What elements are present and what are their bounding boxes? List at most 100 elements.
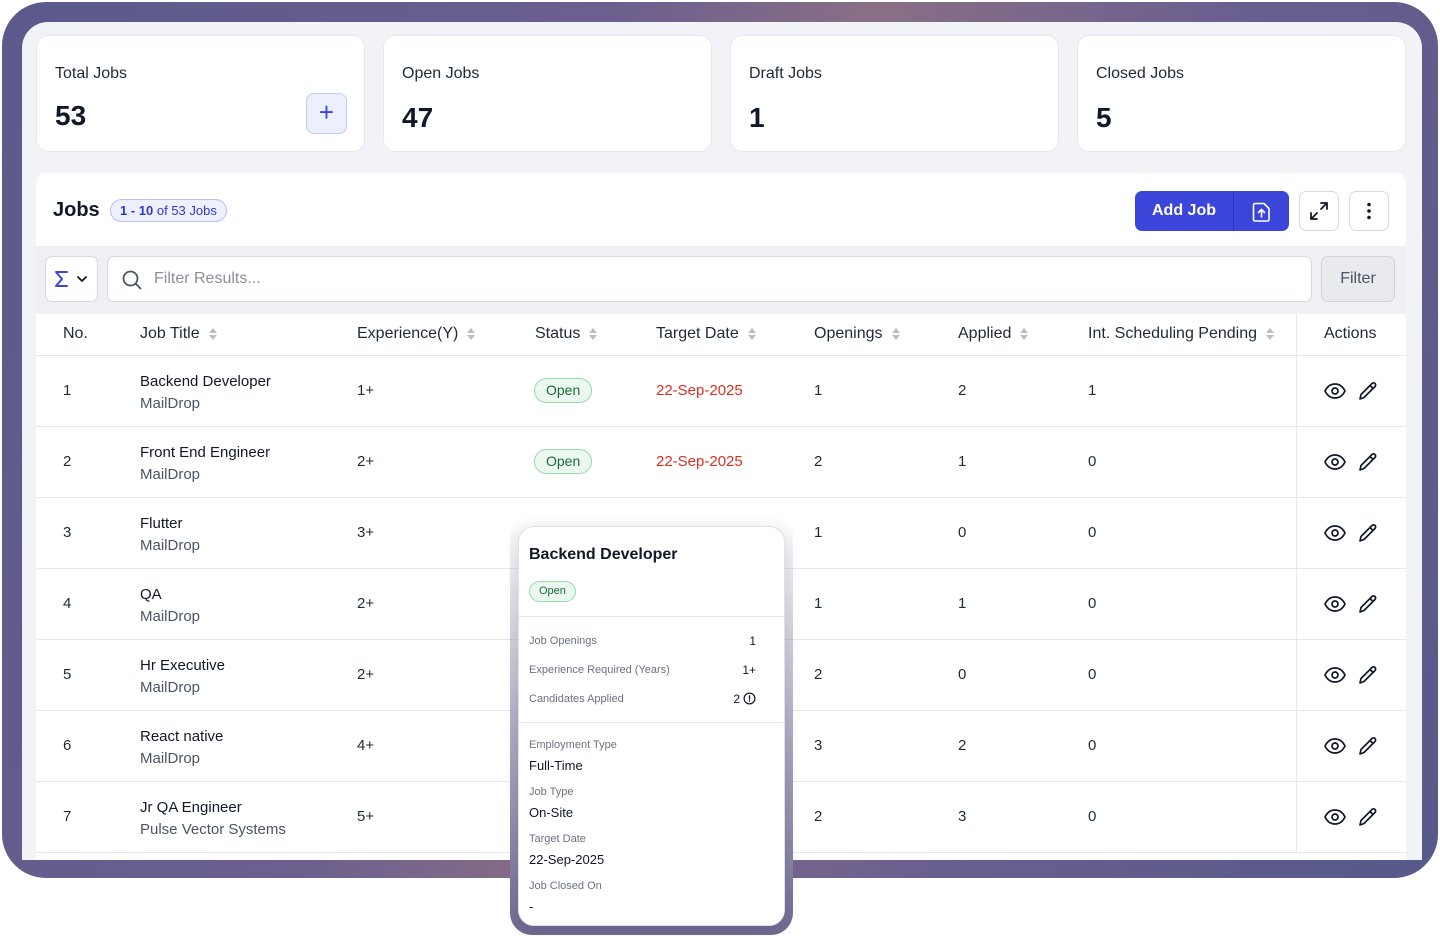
job-title[interactable]: Hr Executive — [140, 657, 226, 674]
pencil-icon[interactable] — [1356, 592, 1380, 616]
eye-icon[interactable] — [1323, 379, 1347, 403]
openings-cell: 3 — [814, 737, 823, 754]
col-header-target-date[interactable]: Target Date — [656, 325, 756, 343]
add-job-button[interactable]: Add Job — [1152, 202, 1216, 219]
experience-cell: 4+ — [357, 737, 375, 754]
experience-cell: 2+ — [357, 666, 375, 683]
search-icon — [122, 270, 142, 290]
pencil-icon[interactable] — [1356, 805, 1380, 829]
count-badge: 1 - 10 of 53 Jobs — [110, 199, 227, 222]
pencil-icon[interactable] — [1356, 734, 1380, 758]
pencil-icon[interactable] — [1356, 379, 1380, 403]
col-header-openings[interactable]: Openings — [814, 325, 900, 343]
eye-icon[interactable] — [1323, 592, 1347, 616]
stats-row: Total Jobs 53 + Open Jobs 47 Draft Jobs … — [36, 35, 1406, 152]
col-header-applied[interactable]: Applied — [958, 325, 1029, 343]
experience-cell: 2+ — [357, 595, 375, 612]
col-header-label: Status — [535, 325, 581, 342]
col-header-experience[interactable]: Experience(Y) — [357, 325, 476, 343]
table-header: No. Job Title Experience(Y) Status Targe… — [36, 314, 1406, 356]
job-title[interactable]: Backend Developer — [140, 373, 271, 390]
upload-job-button[interactable] — [1234, 191, 1289, 231]
scheduling-pending-cell: 0 — [1088, 666, 1097, 683]
eye-icon[interactable] — [1323, 521, 1347, 545]
popup-title: Backend Developer — [529, 546, 678, 563]
row-number: 2 — [63, 453, 72, 470]
applied-cell: 2 — [958, 382, 967, 399]
col-header-label: Experience(Y) — [357, 325, 459, 342]
col-header-actions: Actions — [1324, 325, 1376, 343]
stat-value: 53 — [55, 100, 87, 131]
applied-cell: 1 — [958, 595, 967, 612]
status-badge: Open — [534, 378, 593, 403]
experience-cell: 3+ — [357, 524, 375, 541]
eye-icon[interactable] — [1323, 805, 1347, 829]
applied-cell: 3 — [958, 808, 967, 825]
job-title[interactable]: Flutter — [140, 515, 183, 532]
col-header-label: Applied — [958, 325, 1012, 342]
add-job-quick-button[interactable]: + — [306, 93, 347, 134]
scheduling-pending-cell: 0 — [1088, 737, 1097, 754]
company-name: MailDrop — [140, 537, 201, 554]
stat-label: Closed Jobs — [1096, 65, 1185, 82]
popup-row-label: Experience Required (Years) — [529, 664, 670, 676]
col-header-status[interactable]: Status — [535, 325, 598, 343]
more-vertical-icon — [1367, 202, 1371, 220]
row-actions — [1296, 711, 1406, 782]
status-badge: Open — [534, 449, 593, 474]
more-options-button[interactable] — [1349, 191, 1389, 231]
openings-cell: 2 — [814, 808, 823, 825]
stat-card-open: Open Jobs 47 — [383, 35, 712, 152]
pencil-icon[interactable] — [1356, 521, 1380, 545]
company-name: Pulse Vector Systems — [140, 821, 286, 838]
stat-value: 1 — [749, 102, 765, 133]
search-box — [107, 256, 1312, 302]
openings-cell: 1 — [814, 382, 823, 399]
job-title-cell: React native MailDrop — [140, 726, 223, 770]
expand-icon — [1310, 202, 1328, 220]
popup-employment-type-label: Employment Type — [529, 739, 617, 751]
col-header-int-scheduling[interactable]: Int. Scheduling Pending — [1088, 325, 1275, 343]
search-input[interactable] — [154, 257, 1294, 301]
pencil-icon[interactable] — [1356, 450, 1380, 474]
aggregate-dropdown[interactable] — [45, 256, 98, 302]
scheduling-pending-cell: 0 — [1088, 524, 1097, 541]
scheduling-pending-cell: 0 — [1088, 808, 1097, 825]
popup-row-openings: Job Openings 1 — [529, 634, 756, 648]
job-title[interactable]: Front End Engineer — [140, 444, 271, 461]
experience-cell: 2+ — [357, 453, 375, 470]
col-header-label: Target Date — [656, 325, 739, 342]
popup-closed-on: - — [529, 899, 534, 914]
experience-cell: 1+ — [357, 382, 375, 399]
pencil-icon[interactable] — [1356, 663, 1380, 687]
eye-icon[interactable] — [1323, 450, 1347, 474]
target-date-cell: 22-Sep-2025 — [656, 382, 743, 399]
divider — [519, 616, 784, 617]
table-row[interactable]: 1 Backend Developer MailDrop 1+ Open 22-Sep-2… — [36, 356, 1406, 427]
job-title-cell: Backend Developer MailDrop — [140, 371, 271, 415]
row-number: 4 — [63, 595, 72, 612]
eye-icon[interactable] — [1323, 663, 1347, 687]
eye-icon[interactable] — [1323, 734, 1347, 758]
openings-cell: 2 — [814, 666, 823, 683]
stat-label: Total Jobs — [55, 65, 128, 82]
job-title[interactable]: Jr QA Engineer — [140, 799, 242, 816]
openings-cell: 1 — [814, 524, 823, 541]
popup-target-date: 22-Sep-2025 — [529, 852, 605, 867]
popup-employment-type: Full-Time — [529, 758, 583, 773]
info-icon[interactable] — [743, 692, 756, 705]
col-header-job-title[interactable]: Job Title — [140, 325, 217, 343]
applied-cell: 2 — [958, 737, 967, 754]
col-header-label: Actions — [1324, 325, 1377, 342]
job-title-cell: Flutter MailDrop — [140, 513, 200, 557]
sort-icon — [467, 327, 476, 341]
row-number: 1 — [63, 382, 72, 399]
row-actions — [1296, 782, 1406, 853]
table-row[interactable]: 2 Front End Engineer MailDrop 2+ Open 22-Sep-… — [36, 427, 1406, 498]
job-quick-view-card: Backend Developer Open Job Openings 1 Ex… — [518, 526, 785, 926]
filter-button[interactable]: Filter — [1321, 256, 1395, 302]
expand-button[interactable] — [1299, 191, 1339, 231]
panel-header: Jobs 1 - 10 of 53 Jobs Add Job — [36, 173, 1406, 247]
job-title[interactable]: React native — [140, 728, 224, 745]
job-title[interactable]: QA — [140, 586, 162, 603]
